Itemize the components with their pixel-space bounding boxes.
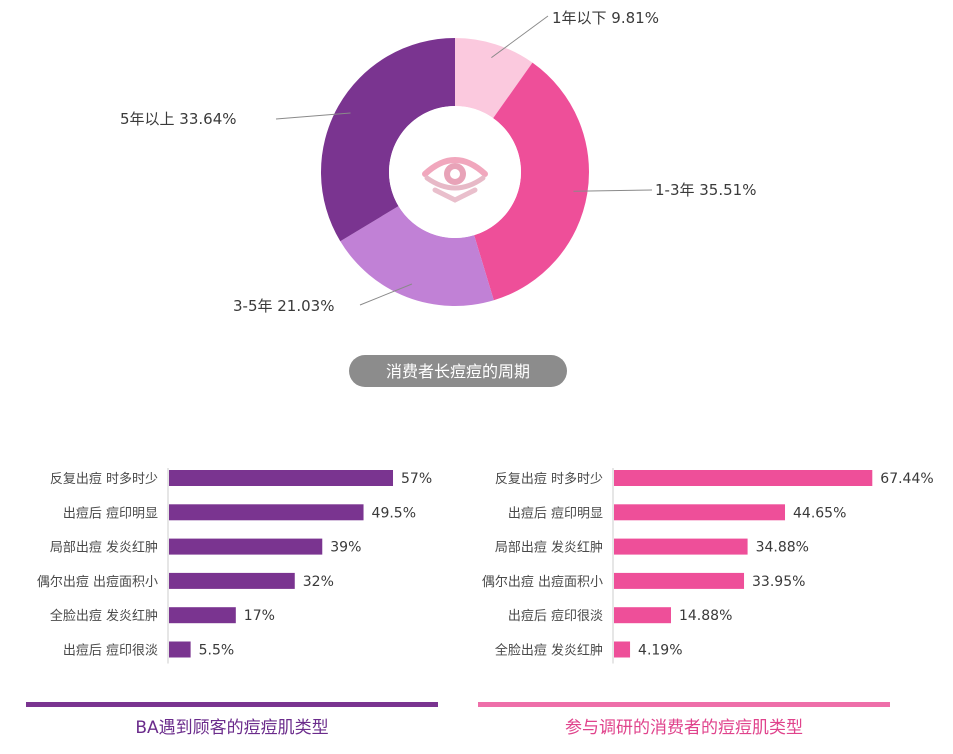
donut-slice <box>455 38 533 119</box>
donut-labels: 1年以下 9.81% 1-3年 35.51% 3-5年 21.03% 5年以上 33.… <box>120 9 756 315</box>
leader-line <box>275 112 351 120</box>
bar-category-label: 出痘后 痘印明显 <box>508 506 603 521</box>
donut-slice <box>321 38 455 242</box>
caption-right: 参与调研的消费者的痘痘肌类型 <box>565 718 803 738</box>
bar-value-label: 39% <box>330 540 361 556</box>
bar-chart-right: 反复出痘 时多时少 67.44% 出痘后 痘印明显 44.65% 局部出痘 发炎红肿 34… <box>482 468 934 664</box>
bar-value-label: 34.88% <box>756 540 809 556</box>
caption-bar-left <box>26 702 438 707</box>
caption-bar-right <box>478 702 890 707</box>
bar <box>169 470 394 486</box>
bar-category-label: 反复出痘 时多时少 <box>50 471 158 487</box>
bar-category-label: 出痘后 痘印明显 <box>63 506 158 521</box>
bar-value-label: 14.88% <box>679 608 732 624</box>
bar-category-label: 局部出痘 发炎红肿 <box>50 540 158 556</box>
donut-chart <box>321 38 590 306</box>
bar <box>614 504 786 521</box>
bar-value-label: 49.5% <box>372 505 416 521</box>
bar <box>169 607 236 624</box>
donut-title: 消费者长痘痘的周期 <box>386 362 530 381</box>
bar-category-label: 全脸出痘 发炎红肿 <box>50 608 158 624</box>
donut-title-pill: 消费者长痘痘的周期 <box>349 355 567 387</box>
bar <box>614 470 873 486</box>
bar-category-label: 偶尔出痘 出痘面积小 <box>37 575 158 590</box>
bar-value-label: 5.5% <box>199 643 235 659</box>
leader-line <box>573 189 653 192</box>
bar-category-label: 全脸出痘 发炎红肿 <box>495 643 603 659</box>
bar-value-label: 67.44% <box>880 471 933 487</box>
bar-category-label: 出痘后 痘印很淡 <box>508 609 603 624</box>
bar <box>614 607 671 624</box>
donut-slice <box>474 62 590 301</box>
bar <box>614 572 745 589</box>
bar-category-label: 局部出痘 发炎红肿 <box>495 540 603 556</box>
slice-label: 1年以下 9.81% <box>552 9 659 27</box>
slice-label: 1-3年 35.51% <box>655 181 756 199</box>
bar <box>614 538 748 555</box>
bar <box>614 641 631 658</box>
bar <box>169 641 191 658</box>
bar-value-label: 57% <box>401 471 432 487</box>
bar-chart-left: 反复出痘 时多时少 57% 出痘后 痘印明显 49.5% 局部出痘 发炎红肿 39% 偶尔出… <box>37 468 432 664</box>
bar-value-label: 44.65% <box>793 505 846 521</box>
bar <box>169 504 364 521</box>
leader-line <box>359 283 413 306</box>
bar-value-label: 17% <box>244 608 275 624</box>
bar-category-label: 出痘后 痘印很淡 <box>63 644 158 659</box>
bar-category-label: 偶尔出痘 出痘面积小 <box>482 575 603 590</box>
bar-category-label: 反复出痘 时多时少 <box>495 471 603 487</box>
donut-slice <box>340 206 494 306</box>
leader-line <box>491 15 549 59</box>
slice-label: 5年以上 33.64% <box>120 110 237 128</box>
bar-value-label: 32% <box>303 574 334 590</box>
bar-value-label: 33.95% <box>752 574 805 590</box>
caption-left: BA遇到顾客的痘痘肌类型 <box>135 718 328 738</box>
bar <box>169 572 295 589</box>
bar <box>169 538 323 555</box>
eye-icon <box>422 157 488 203</box>
slice-label: 3-5年 21.03% <box>233 297 334 315</box>
bar-value-label: 4.19% <box>638 643 682 659</box>
